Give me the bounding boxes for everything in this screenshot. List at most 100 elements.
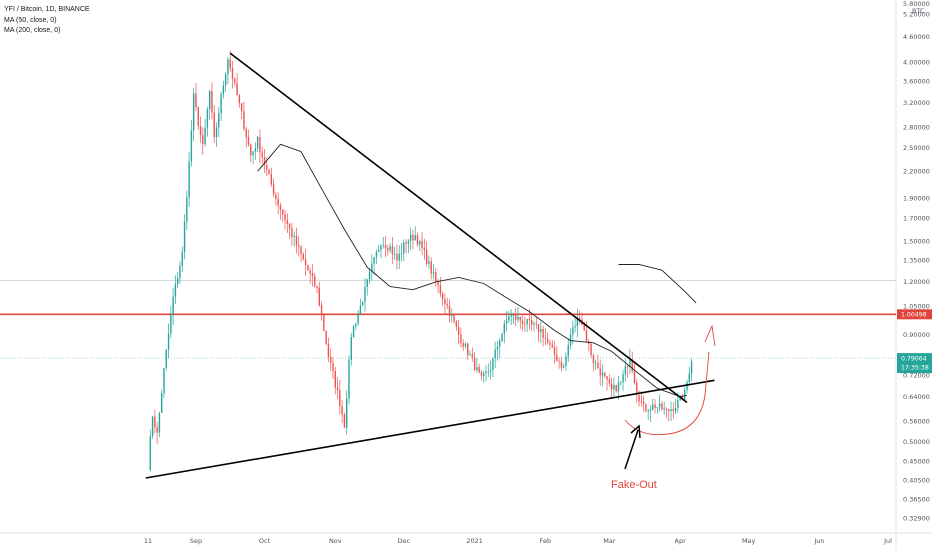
candle xyxy=(519,316,521,321)
candle xyxy=(526,319,528,325)
candle xyxy=(407,240,410,244)
candle xyxy=(677,399,679,408)
y-tick-label: 0.72000 xyxy=(903,371,930,379)
candle xyxy=(645,404,647,411)
candle xyxy=(416,235,419,245)
candle xyxy=(183,221,186,252)
candle xyxy=(494,349,496,359)
candle xyxy=(254,148,257,152)
candle xyxy=(368,271,371,280)
candle xyxy=(227,59,229,75)
candle xyxy=(250,144,252,156)
candle xyxy=(318,287,321,306)
candle xyxy=(172,296,174,315)
candle xyxy=(167,333,170,350)
candle xyxy=(615,384,617,392)
y-unit-label: BTC xyxy=(912,7,925,15)
candle xyxy=(282,209,284,215)
ma50-line xyxy=(257,143,688,398)
candle xyxy=(537,324,540,333)
candle xyxy=(542,329,544,339)
candle xyxy=(590,343,592,356)
candle xyxy=(213,112,215,138)
candle xyxy=(613,384,615,390)
candle xyxy=(259,137,261,153)
candle xyxy=(197,107,199,127)
candle xyxy=(642,401,645,405)
candle xyxy=(530,320,533,325)
candle xyxy=(330,356,332,363)
candle xyxy=(327,344,330,357)
candle xyxy=(535,323,537,325)
candle xyxy=(398,253,400,261)
candle xyxy=(231,67,234,79)
candle xyxy=(638,394,640,402)
candle xyxy=(176,278,179,284)
candle xyxy=(576,317,579,327)
y-tick-label: 0.36500 xyxy=(903,496,930,504)
candle xyxy=(688,373,691,382)
candle xyxy=(377,249,380,252)
candle xyxy=(517,316,519,320)
candle xyxy=(480,372,483,376)
candle xyxy=(277,198,279,206)
candle xyxy=(533,323,535,325)
legend-ma200: MA (200, close, 0) xyxy=(4,27,61,34)
candle xyxy=(499,340,501,347)
candle xyxy=(681,395,684,400)
candle xyxy=(510,315,512,317)
y-tick-label: 2.80000 xyxy=(903,124,930,132)
candle xyxy=(352,326,355,338)
current-price-badge xyxy=(897,353,932,374)
y-tick-label: 0.32900 xyxy=(903,514,930,522)
candle xyxy=(302,254,305,260)
candle xyxy=(437,281,439,286)
candle xyxy=(617,382,620,392)
candle xyxy=(412,234,414,241)
candle xyxy=(672,409,675,412)
fakeout-annotation: Fake-Out xyxy=(611,479,657,491)
descending-trendline[interactable] xyxy=(229,52,688,404)
candle xyxy=(199,126,202,136)
candle xyxy=(562,366,565,368)
candle xyxy=(389,246,391,251)
candle xyxy=(656,407,659,408)
fakeout-pointer-arrow[interactable] xyxy=(624,429,639,470)
candle xyxy=(658,403,661,408)
candle xyxy=(560,361,563,368)
candle xyxy=(432,272,435,274)
legend-symbol: YFI / Bitcoin, 1D, BINANCE xyxy=(4,6,90,13)
candle xyxy=(512,314,515,316)
candle xyxy=(661,403,663,410)
candle xyxy=(471,354,474,358)
candle xyxy=(211,91,213,113)
candle xyxy=(453,315,455,322)
candle xyxy=(222,85,225,95)
ascending-trendline[interactable] xyxy=(145,379,715,479)
candle xyxy=(551,344,553,348)
y-tick-label: 0.40500 xyxy=(903,477,930,485)
candle xyxy=(268,169,270,175)
y-tick-label: 4.00000 xyxy=(903,58,930,66)
candle xyxy=(524,323,526,325)
candle xyxy=(425,249,428,264)
candle xyxy=(546,338,549,343)
candle xyxy=(181,251,183,266)
candle xyxy=(325,330,327,345)
candle xyxy=(663,408,665,410)
candle xyxy=(446,304,448,306)
x-tick-label: Nov xyxy=(329,537,342,545)
y-tick-label: 0.50000 xyxy=(903,438,930,446)
candle xyxy=(441,293,444,300)
candle xyxy=(263,157,266,166)
candle xyxy=(597,362,599,369)
candle xyxy=(528,319,531,321)
candle xyxy=(558,360,560,362)
candle xyxy=(245,128,247,138)
candle xyxy=(165,349,167,368)
candle xyxy=(190,130,193,162)
candle xyxy=(455,321,458,327)
x-tick-label: Dec xyxy=(398,537,411,545)
candle xyxy=(469,354,471,356)
